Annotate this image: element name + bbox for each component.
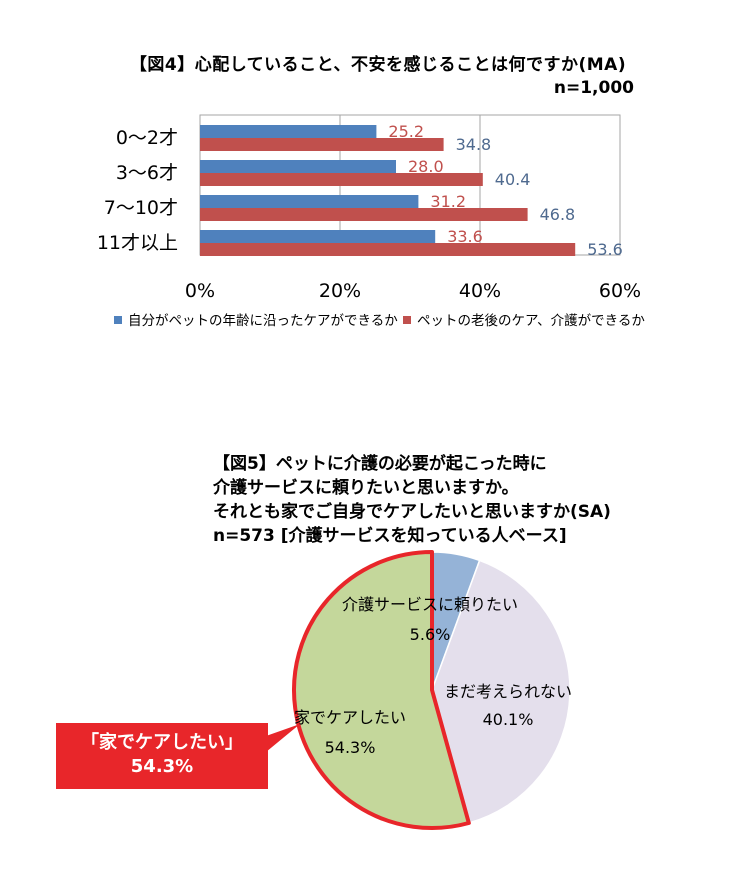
x-tick-label: 0% <box>185 280 215 302</box>
legend-swatch-red <box>403 316 411 324</box>
highlight-outline <box>292 550 471 830</box>
fig4-sample-size: n=1,000 <box>553 78 634 98</box>
fig5-title-line-2: 介護サービスに頼りたいと思いますか。 <box>213 478 519 498</box>
fig4-title: 【図4】心配していること、不安を感じることは何ですか(MA) <box>129 55 627 75</box>
slice-label: 家でケアしたい <box>294 708 406 727</box>
fig5-pie-chart: 介護サービスに頼りたい 5.6% まだ考えられない 40.1% 家でケアしたい 54.3% <box>266 550 572 830</box>
data-label: 34.8 <box>456 135 492 154</box>
data-label: 46.8 <box>540 205 576 224</box>
slice-label: まだ考えられない <box>444 682 572 701</box>
legend-label: ペットの老後のケア、介護ができるか <box>417 313 645 329</box>
callout-value: 54.3% <box>130 756 194 777</box>
pie-slice <box>431 559 571 824</box>
fig5-title-line-1: 【図5】ペットに介護の必要が起こった時に <box>213 454 547 474</box>
callout-label: 「家でケアしたい」 <box>81 732 243 753</box>
legend-label: 自分がペットの年齢に沿ったケアができるか <box>128 313 398 329</box>
bar-elder-care <box>200 138 444 151</box>
x-tick-label: 40% <box>459 280 501 302</box>
data-label: 31.2 <box>430 192 466 211</box>
x-tick-label: 20% <box>319 280 361 302</box>
fig4-bar-chart: 0% 20% 40% 60% 0～2才 25.2 34.8 3～6才 28.0 40.4 7～10才… <box>97 114 645 329</box>
bar-age-care <box>200 195 419 208</box>
bar-elder-care <box>200 243 576 256</box>
category-label: 7～10才 <box>104 197 178 219</box>
slice-value-label: 54.3% <box>325 738 376 757</box>
data-label: 40.4 <box>495 170 531 189</box>
legend-swatch-blue <box>114 316 122 324</box>
bar-elder-care <box>200 173 483 186</box>
data-label: 53.6 <box>587 240 623 259</box>
slice-label: 介護サービスに頼りたい <box>342 595 518 614</box>
slice-value-label: 40.1% <box>483 710 534 729</box>
category-label: 11才以上 <box>97 232 178 254</box>
bar-age-care <box>200 230 436 243</box>
x-tick-label: 60% <box>599 280 641 302</box>
data-label: 33.6 <box>447 227 483 246</box>
bar-age-care <box>200 160 396 173</box>
bar-elder-care <box>200 208 528 221</box>
fig5-title: 【図5】ペットに介護の必要が起こった時に 介護サービスに頼りたいと思いますか。 … <box>213 452 611 548</box>
data-label: 25.2 <box>388 122 424 141</box>
callout-pointer <box>266 724 300 752</box>
fig5-title-line-3: それとも家でご自身でケアしたいと思いますか(SA) <box>213 502 611 522</box>
slice-value-label: 5.6% <box>410 625 451 644</box>
category-label: 3～6才 <box>116 162 178 184</box>
bar-age-care <box>200 125 377 138</box>
fig5-title-line-4: n=573 [介護サービスを知っている人ベース] <box>213 526 567 546</box>
callout-box: 「家でケアしたい」 54.3% <box>56 723 268 789</box>
data-label: 28.0 <box>408 157 444 176</box>
category-label: 0～2才 <box>116 127 178 149</box>
